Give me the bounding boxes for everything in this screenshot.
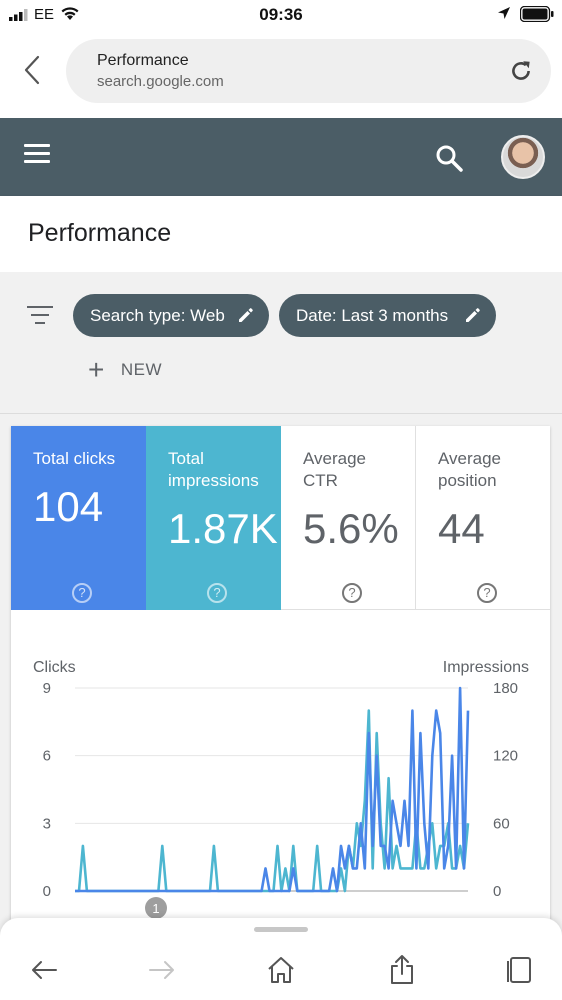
help-circle-icon[interactable]: ? [477, 583, 497, 603]
annotation-marker [145, 897, 167, 919]
wifi-icon [61, 7, 79, 20]
app-header [0, 118, 562, 196]
help-circle-icon[interactable]: ? [342, 583, 362, 603]
url-page-title: Performance [97, 52, 189, 69]
carrier-name: EE [34, 6, 55, 23]
metric-label: Average position [438, 449, 502, 490]
filter-chip-search-type[interactable]: Search type: Web [73, 294, 269, 337]
tabs-icon[interactable] [503, 954, 535, 986]
metric-average-position[interactable]: Average position 44 ? [416, 426, 550, 610]
toolbar-handle[interactable] [254, 927, 308, 932]
y-tick-label: 0 [43, 883, 51, 900]
pencil-icon [239, 308, 253, 322]
y2-tick-label: 120 [493, 748, 518, 765]
status-bar: EE 09:36 [0, 0, 562, 32]
reload-button[interactable] [507, 57, 535, 85]
y-tick-label: 9 [43, 680, 51, 697]
main-content: Total clicks 104 ? Total impressions 1.8… [0, 414, 562, 946]
battery-icon [520, 6, 554, 22]
browser-back-button[interactable] [14, 52, 50, 88]
chip-label: Search type: Web [90, 305, 225, 325]
home-icon[interactable] [265, 954, 297, 986]
y2-tick-label: 0 [493, 883, 501, 900]
page-title-card: Performance [0, 196, 562, 272]
share-icon[interactable] [386, 954, 418, 986]
page-title: Performance [28, 219, 172, 247]
filter-chip-date[interactable]: Date: Last 3 months [279, 294, 496, 337]
arrow-back-icon[interactable] [28, 954, 60, 986]
new-filter-label: NEW [120, 360, 163, 379]
y2-tick-label: 60 [493, 815, 510, 832]
browser-toolbar [0, 918, 562, 1000]
pencil-icon [466, 308, 480, 322]
avatar[interactable] [501, 135, 545, 179]
clicks-series-line [75, 686, 470, 893]
y2-axis-label: Impressions [443, 659, 529, 676]
url-field[interactable]: Performance search.google.com [66, 39, 551, 103]
metric-label: Total clicks [33, 449, 116, 468]
metric-value: 44 [438, 505, 485, 552]
reload-icon [512, 61, 530, 80]
metric-average-ctr[interactable]: Average CTR 5.6% ? [281, 426, 416, 610]
y2-tick-label: 180 [493, 680, 518, 697]
cellular-signal-icon [9, 9, 28, 21]
metric-total-clicks[interactable]: Total clicks 104 ? [11, 426, 146, 610]
search-icon[interactable] [434, 143, 464, 173]
help-circle-icon[interactable]: ? [72, 583, 92, 603]
performance-card: Total clicks 104 ? Total impressions 1.8… [11, 426, 550, 946]
url-host: search.google.com [97, 73, 224, 90]
performance-chart: Clicks Impressions 0 3 6 9 0 60 120 180 1 [33, 659, 529, 919]
hamburger-menu-button[interactable] [24, 144, 52, 172]
plus-icon: + [88, 354, 105, 385]
y-tick-label: 6 [43, 748, 51, 765]
chip-label: Date: Last 3 months [296, 305, 449, 325]
filter-bar: Search type: Web Date: Last 3 months + N… [0, 272, 562, 414]
y-axis-label: Clicks [33, 659, 76, 676]
metric-label: Total impressions [168, 449, 259, 490]
metric-label: Average CTR [303, 449, 367, 490]
metric-value: 5.6% [303, 505, 399, 552]
metric-value: 104 [33, 483, 104, 530]
new-filter-button[interactable]: + NEW [88, 356, 162, 384]
chevron-left-icon [24, 55, 40, 85]
location-arrow-icon [498, 7, 510, 19]
arrow-forward-icon[interactable] [146, 954, 178, 986]
filter-icon[interactable] [27, 306, 53, 326]
y-tick-label: 3 [43, 815, 51, 832]
metric-total-impressions[interactable]: Total impressions 1.87K ? [146, 426, 281, 610]
metric-value: 1.87K [168, 505, 278, 552]
annotation-label: 1 [152, 901, 159, 916]
browser-address-bar: Performance search.google.com [0, 32, 562, 118]
help-circle-icon[interactable]: ? [207, 583, 227, 603]
clock: 09:36 [259, 5, 303, 24]
